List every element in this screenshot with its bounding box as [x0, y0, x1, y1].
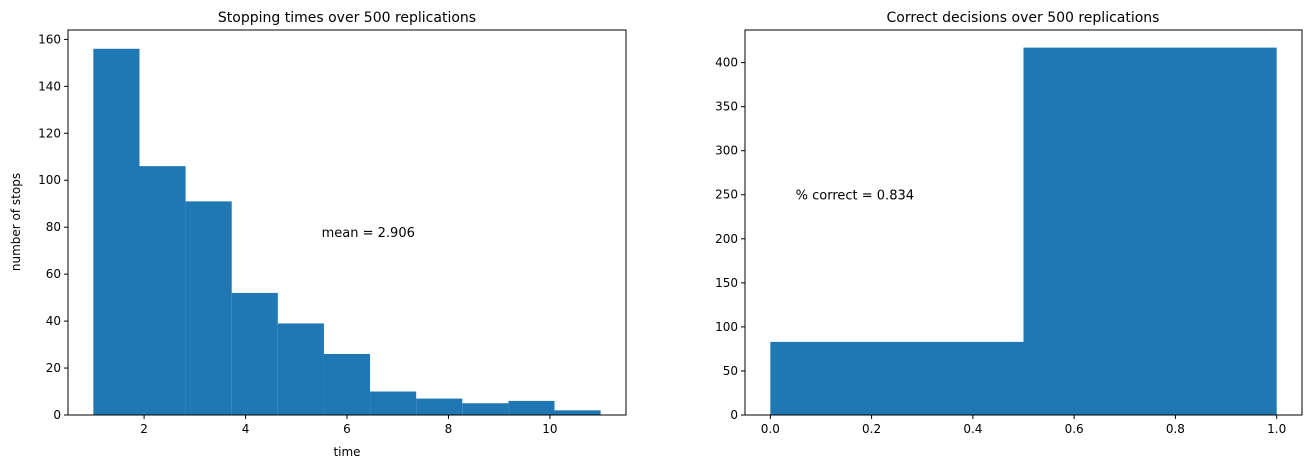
histogram-bar: [554, 410, 601, 415]
mean-annotation: mean = 2.906: [322, 226, 415, 241]
x-tick-label: 0.4: [963, 422, 982, 436]
histogram-bar: [462, 403, 509, 415]
y-tick-label: 250: [715, 188, 738, 202]
y-tick-label: 0: [730, 408, 738, 422]
y-tick-label: 0: [53, 408, 61, 422]
x-axis: 0.0 0.2 0.4 0.6 0.8 1.0: [761, 415, 1286, 436]
x-tick-label: 0.0: [761, 422, 780, 436]
histogram-bar: [231, 292, 278, 415]
y-tick-label: 100: [715, 320, 738, 334]
y-tick-label: 150: [715, 276, 738, 290]
histogram-bar: [770, 341, 1024, 415]
y-tick-label: 60: [46, 267, 61, 281]
axes-frame: [67, 29, 627, 416]
histogram-bar: [139, 166, 186, 415]
y-tick-label: 40: [46, 314, 61, 328]
x-tick-label: 4: [242, 422, 250, 436]
y-tick-label: 200: [715, 232, 738, 246]
y-axis-label: number of stops: [9, 173, 23, 271]
axes-frame: [744, 29, 1303, 416]
y-tick-label: 300: [715, 144, 738, 158]
histogram-bar: [277, 323, 324, 415]
x-tick-label: 0.8: [1166, 422, 1185, 436]
histogram-bar: [93, 48, 140, 415]
histogram-bar: [323, 353, 371, 415]
chart-title: Correct decisions over 500 replications: [887, 10, 1160, 26]
y-tick-label: 400: [715, 56, 738, 70]
chart-stopping-times: Stopping times over 500 replications 2 4 6…: [9, 10, 627, 459]
y-tick-label: 140: [38, 79, 61, 93]
percent-correct-annotation: % correct = 0.834: [796, 189, 914, 204]
y-tick-label: 20: [46, 361, 61, 375]
x-tick-label: 1.0: [1267, 422, 1286, 436]
bars: [93, 48, 601, 415]
y-axis: 0 50 100 150 200 250 300 350 400: [715, 56, 745, 422]
chart-title: Stopping times over 500 replications: [218, 10, 476, 26]
histogram-bar: [416, 398, 463, 415]
y-tick-label: 160: [38, 32, 61, 46]
x-tick-label: 10: [542, 422, 557, 436]
x-axis: 2 4 6 8 10: [140, 415, 558, 436]
x-tick-label: 0.2: [862, 422, 881, 436]
y-tick-label: 120: [38, 126, 61, 140]
x-tick-label: 2: [140, 422, 148, 436]
x-tick-label: 0.6: [1065, 422, 1084, 436]
y-tick-label: 350: [715, 100, 738, 114]
x-tick-label: 6: [343, 422, 351, 436]
bars: [770, 47, 1277, 415]
histogram-bar: [1023, 47, 1277, 415]
histogram-bar: [185, 201, 232, 415]
x-tick-label: 8: [445, 422, 453, 436]
y-tick-label: 50: [723, 364, 738, 378]
x-axis-label: time: [333, 445, 360, 459]
y-tick-label: 100: [38, 173, 61, 187]
y-axis: 0 20 40 60 80 100 120 140 160: [38, 32, 68, 422]
histogram-bar: [508, 400, 555, 415]
y-tick-label: 80: [46, 220, 61, 234]
histogram-bar: [370, 391, 417, 415]
chart-correct-decisions: Correct decisions over 500 replications …: [715, 10, 1303, 436]
